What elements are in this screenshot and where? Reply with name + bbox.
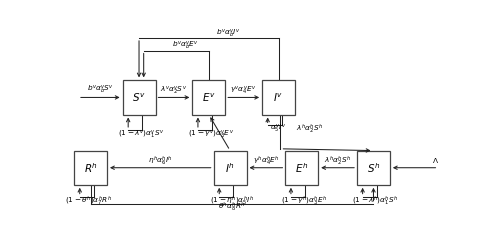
Text: $S^h$: $S^h$ bbox=[366, 161, 380, 175]
Text: $(1-\gamma^h)\alpha_3^hE^h$: $(1-\gamma^h)\alpha_3^hE^h$ bbox=[280, 195, 327, 208]
FancyBboxPatch shape bbox=[192, 80, 226, 115]
Text: $(1-\lambda^v)\alpha_1^vS^v$: $(1-\lambda^v)\alpha_1^vS^v$ bbox=[118, 129, 164, 141]
Text: $S^v$: $S^v$ bbox=[132, 91, 146, 104]
Text: $(1-\lambda^h)\alpha_1^hS^h$: $(1-\lambda^h)\alpha_1^hS^h$ bbox=[352, 195, 399, 208]
Text: $\lambda^v\alpha_2^vS^v$: $\lambda^v\alpha_2^vS^v$ bbox=[160, 85, 188, 97]
FancyBboxPatch shape bbox=[262, 80, 295, 115]
FancyBboxPatch shape bbox=[357, 151, 390, 185]
Text: $(1-\eta^h)\alpha_5^hI^h$: $(1-\eta^h)\alpha_5^hI^h$ bbox=[210, 195, 254, 208]
Text: $E^v$: $E^v$ bbox=[202, 91, 215, 104]
FancyBboxPatch shape bbox=[214, 151, 246, 185]
Text: $\eta^h\alpha_6^hI^h$: $\eta^h\alpha_6^hI^h$ bbox=[148, 154, 172, 168]
Text: $\Lambda$: $\Lambda$ bbox=[432, 156, 439, 165]
Text: $(1-\theta^h)\alpha_7^hR^h$: $(1-\theta^h)\alpha_7^hR^h$ bbox=[65, 195, 112, 208]
FancyBboxPatch shape bbox=[286, 151, 318, 185]
Text: $b^v\alpha_b^vI^v$: $b^v\alpha_b^vI^v$ bbox=[216, 28, 240, 40]
Text: $\theta^h\alpha_8^hR^h$: $\theta^h\alpha_8^hR^h$ bbox=[218, 200, 246, 214]
Text: $\gamma^v\alpha_4^vE^v$: $\gamma^v\alpha_4^vE^v$ bbox=[230, 85, 257, 97]
Text: $\lambda^h\alpha_2^hS^h$: $\lambda^h\alpha_2^hS^h$ bbox=[324, 154, 351, 168]
Text: $b^v\alpha_b^vS^v$: $b^v\alpha_b^vS^v$ bbox=[86, 84, 114, 96]
Text: $b^v\alpha_b^vE^v$: $b^v\alpha_b^vE^v$ bbox=[172, 40, 199, 52]
Text: $R^h$: $R^h$ bbox=[84, 161, 98, 175]
Text: $(1-\gamma^v)\alpha_3^vE^v$: $(1-\gamma^v)\alpha_3^vE^v$ bbox=[188, 129, 234, 141]
Text: $I^h$: $I^h$ bbox=[225, 161, 235, 175]
Text: $\gamma^h\alpha_4^hE^h$: $\gamma^h\alpha_4^hE^h$ bbox=[252, 154, 280, 168]
Text: $\lambda^h\alpha_2^hS^h$: $\lambda^h\alpha_2^hS^h$ bbox=[296, 122, 323, 136]
Text: $E^h$: $E^h$ bbox=[295, 161, 308, 175]
Text: $I^v$: $I^v$ bbox=[274, 91, 283, 104]
FancyBboxPatch shape bbox=[74, 151, 107, 185]
Text: $\alpha_5^vI^v$: $\alpha_5^vI^v$ bbox=[270, 123, 286, 135]
FancyBboxPatch shape bbox=[122, 80, 156, 115]
